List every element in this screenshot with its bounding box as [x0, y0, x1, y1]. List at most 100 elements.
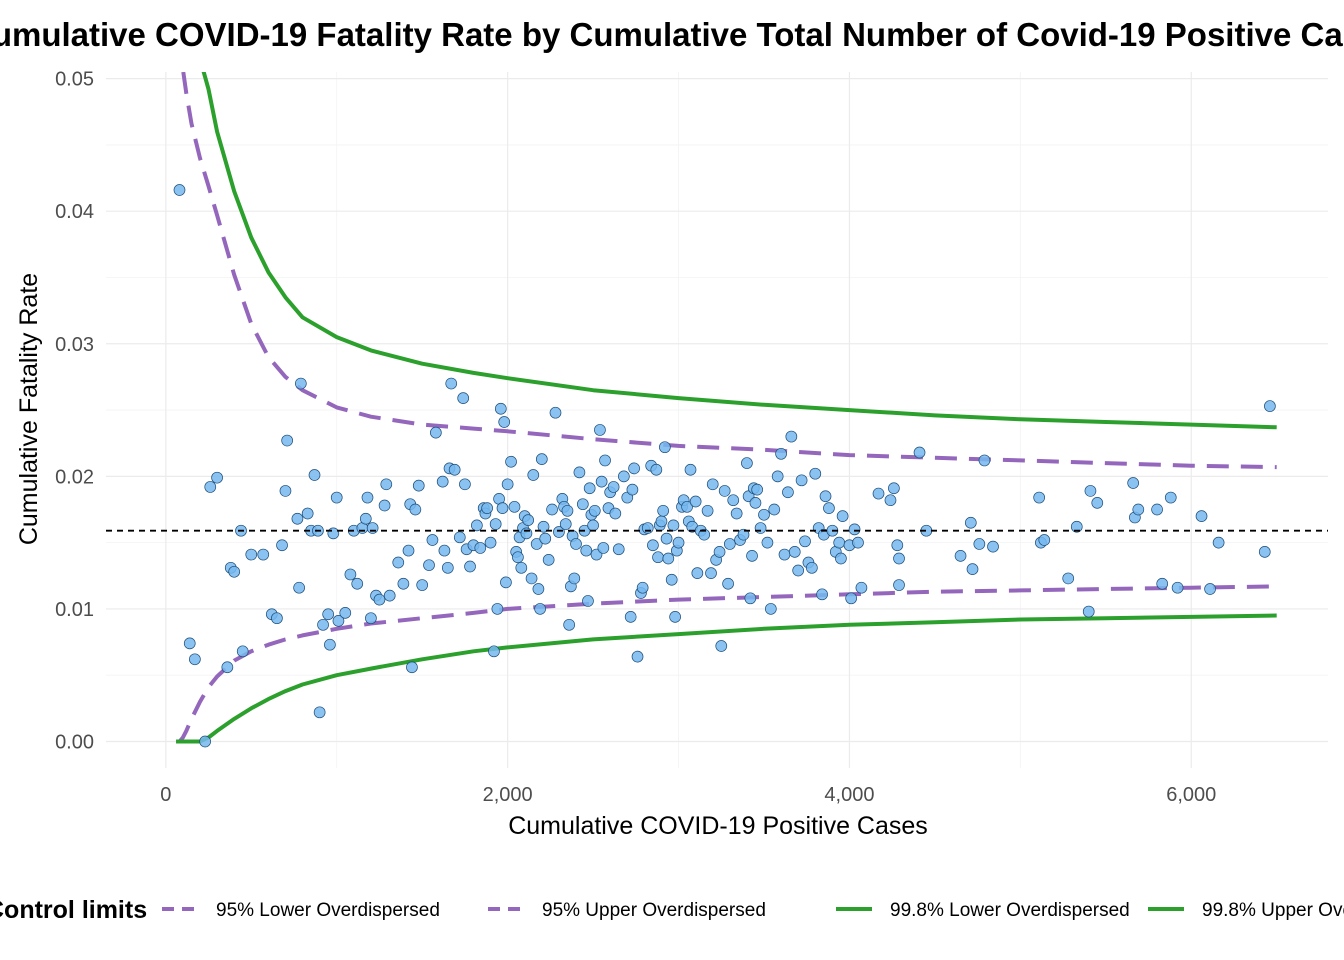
- data-point: [964, 516, 977, 529]
- data-point: [530, 538, 543, 550]
- data-point: [795, 474, 808, 487]
- data-point: [448, 463, 461, 476]
- data-point: [501, 478, 514, 491]
- data-point: [1195, 510, 1208, 522]
- data-point: [1127, 477, 1140, 489]
- data-point: [332, 614, 345, 627]
- data-point: [618, 470, 630, 483]
- data-point: [727, 494, 740, 507]
- data-point: [746, 550, 758, 562]
- data-point: [339, 607, 352, 619]
- data-point: [893, 552, 905, 565]
- data-point: [954, 550, 967, 562]
- data-point: [576, 498, 589, 511]
- data-point: [771, 470, 784, 483]
- x-tick-label: 2,000: [483, 784, 533, 806]
- y-tick-label: 0.04: [55, 201, 94, 223]
- data-point: [489, 518, 502, 530]
- data-point: [426, 534, 439, 546]
- data-point: [662, 552, 675, 565]
- data-point: [484, 536, 497, 549]
- data-point: [845, 592, 858, 605]
- data-point: [317, 618, 329, 631]
- data-point: [655, 515, 668, 528]
- data-point: [568, 572, 581, 585]
- data-point: [546, 503, 558, 516]
- data-point: [361, 491, 374, 504]
- data-point: [723, 538, 736, 550]
- grid-minor: [106, 72, 1328, 768]
- data-point: [436, 475, 449, 488]
- data-point: [397, 577, 410, 590]
- data-point: [438, 544, 451, 557]
- data-point: [599, 454, 611, 467]
- data-point: [412, 479, 425, 492]
- data-point: [1038, 534, 1051, 546]
- data-point: [330, 491, 343, 504]
- data-point: [705, 567, 717, 579]
- data-point: [715, 640, 728, 652]
- data-point: [441, 561, 454, 574]
- y-tick-label: 0.03: [55, 334, 94, 356]
- y-axis-title: Cumulative Fatality Rate: [15, 273, 43, 545]
- data-point: [966, 563, 979, 575]
- limit-998-lower: [176, 613, 1277, 744]
- limit-998-upper: [201, 72, 1277, 430]
- data-point: [665, 573, 678, 586]
- data-point: [672, 536, 685, 549]
- data-point: [657, 504, 670, 517]
- data-point: [754, 522, 767, 534]
- data-point: [893, 579, 905, 591]
- data-point: [626, 483, 639, 496]
- data-points: [173, 184, 1276, 748]
- legend-label: 99.8% Upper Overdispersed: [1202, 900, 1344, 921]
- data-point: [1082, 605, 1095, 618]
- data-point: [327, 527, 340, 540]
- data-point: [1264, 400, 1276, 412]
- data-point: [1132, 503, 1145, 516]
- data-point: [872, 487, 885, 500]
- data-point: [669, 611, 681, 623]
- data-point: [833, 536, 846, 549]
- data-point: [775, 447, 787, 460]
- data-point: [481, 502, 493, 515]
- data-point: [573, 466, 586, 479]
- data-point: [512, 551, 524, 564]
- data-point: [561, 504, 574, 517]
- data-point: [788, 546, 801, 558]
- data-point: [537, 520, 550, 533]
- data-point: [351, 577, 364, 590]
- data-point: [474, 542, 487, 554]
- data-point: [276, 539, 288, 552]
- data-point: [505, 455, 517, 468]
- data-point: [698, 528, 711, 541]
- data-point: [236, 645, 249, 658]
- data-point: [522, 514, 534, 526]
- data-point: [973, 538, 986, 550]
- data-point: [852, 536, 864, 549]
- data-point: [819, 490, 832, 503]
- limit-95-lower: [176, 584, 1277, 744]
- data-point: [366, 522, 379, 534]
- data-point: [913, 446, 926, 459]
- data-point: [744, 592, 757, 605]
- data-point: [378, 499, 391, 512]
- data-point: [587, 519, 599, 532]
- data-point: [380, 478, 393, 491]
- data-point: [324, 638, 336, 651]
- data-point: [792, 564, 805, 577]
- data-point: [891, 539, 904, 552]
- data-point: [173, 184, 186, 196]
- data-point: [823, 502, 835, 515]
- data-point: [764, 603, 777, 615]
- data-point: [609, 507, 622, 520]
- data-point: [559, 518, 572, 530]
- data-point: [1084, 485, 1097, 497]
- data-point: [563, 618, 576, 631]
- data-point: [301, 507, 314, 520]
- data-point: [737, 528, 750, 541]
- data-point: [525, 572, 538, 585]
- data-point: [689, 495, 702, 508]
- data-point: [496, 502, 509, 515]
